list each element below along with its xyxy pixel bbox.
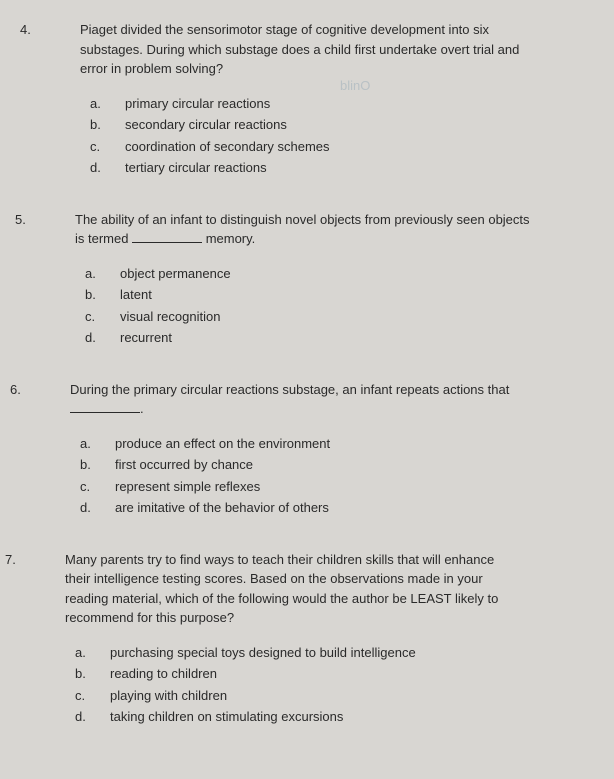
option-text: represent simple reflexes — [115, 477, 584, 497]
text-line: error in problem solving? — [80, 61, 223, 76]
text-line: recommend for this purpose? — [65, 610, 234, 625]
option-text: purchasing special toys designed to buil… — [110, 643, 584, 663]
option-text: recurrent — [120, 328, 584, 348]
option-letter: c. — [75, 686, 110, 706]
question-content: The ability of an infant to distinguish … — [55, 210, 584, 350]
option-letter: d. — [75, 707, 110, 727]
option-letter: a. — [75, 643, 110, 663]
option-text: coordination of secondary schemes — [125, 137, 584, 157]
options-list: a.purchasing special toys designed to bu… — [65, 643, 584, 727]
blank-line — [70, 412, 140, 413]
question-4: 4. Piaget divided the sensorimotor stage… — [10, 20, 584, 180]
question-number: 4. — [10, 20, 60, 180]
option-text: latent — [120, 285, 584, 305]
option-b: b.latent — [85, 285, 584, 305]
option-text: visual recognition — [120, 307, 584, 327]
option-letter: d. — [80, 498, 115, 518]
text-line: substages. During which substage does a … — [80, 42, 519, 57]
question-text: Piaget divided the sensorimotor stage of… — [80, 20, 584, 79]
option-d: d.recurrent — [85, 328, 584, 348]
option-c: c.coordination of secondary schemes — [90, 137, 584, 157]
text-line: their intelligence testing scores. Based… — [65, 571, 483, 586]
option-d: d.tertiary circular reactions — [90, 158, 584, 178]
option-text: reading to children — [110, 664, 584, 684]
option-letter: a. — [90, 94, 125, 114]
option-b: b.secondary circular reactions — [90, 115, 584, 135]
option-a: a.purchasing special toys designed to bu… — [75, 643, 584, 663]
question-content: Piaget divided the sensorimotor stage of… — [60, 20, 584, 180]
question-text: During the primary circular reactions su… — [70, 380, 584, 419]
options-list: a.produce an effect on the environment b… — [70, 434, 584, 518]
question-number: 6. — [0, 380, 50, 520]
options-list: a.primary circular reactions b.secondary… — [80, 94, 584, 178]
option-text: primary circular reactions — [125, 94, 584, 114]
question-content: During the primary circular reactions su… — [50, 380, 584, 520]
option-text: tertiary circular reactions — [125, 158, 584, 178]
question-7: 7. Many parents try to find ways to teac… — [0, 550, 584, 729]
option-letter: c. — [85, 307, 120, 327]
text-line: reading material, which of the following… — [65, 591, 498, 606]
question-number: 5. — [5, 210, 55, 350]
option-d: d.taking children on stimulating excursi… — [75, 707, 584, 727]
option-letter: b. — [85, 285, 120, 305]
option-letter: b. — [75, 664, 110, 684]
option-letter: a. — [80, 434, 115, 454]
option-a: a.produce an effect on the environment — [80, 434, 584, 454]
option-c: c.visual recognition — [85, 307, 584, 327]
option-text: produce an effect on the environment — [115, 434, 584, 454]
blank-line — [132, 242, 202, 243]
option-text: first occurred by chance — [115, 455, 584, 475]
option-c: c.represent simple reflexes — [80, 477, 584, 497]
option-text: playing with children — [110, 686, 584, 706]
question-6: 6. During the primary circular reactions… — [0, 380, 584, 520]
question-content: Many parents try to find ways to teach t… — [45, 550, 584, 729]
option-b: b.first occurred by chance — [80, 455, 584, 475]
question-5: 5. The ability of an infant to distingui… — [5, 210, 584, 350]
text-line: The ability of an infant to distinguish … — [75, 212, 530, 227]
option-b: b.reading to children — [75, 664, 584, 684]
option-letter: d. — [90, 158, 125, 178]
option-a: a.primary circular reactions — [90, 94, 584, 114]
option-letter: c. — [90, 137, 125, 157]
option-letter: d. — [85, 328, 120, 348]
text-line: During the primary circular reactions su… — [70, 382, 509, 397]
question-text: Many parents try to find ways to teach t… — [65, 550, 584, 628]
option-letter: a. — [85, 264, 120, 284]
option-letter: b. — [80, 455, 115, 475]
text-line: Piaget divided the sensorimotor stage of… — [80, 22, 489, 37]
option-text: object permanence — [120, 264, 584, 284]
option-text: are imitative of the behavior of others — [115, 498, 584, 518]
document-page: 4. Piaget divided the sensorimotor stage… — [0, 0, 614, 779]
question-number: 7. — [0, 550, 45, 729]
text-line: is termed memory. — [75, 231, 255, 246]
option-text: secondary circular reactions — [125, 115, 584, 135]
option-text: taking children on stimulating excursion… — [110, 707, 584, 727]
option-c: c.playing with children — [75, 686, 584, 706]
option-letter: c. — [80, 477, 115, 497]
option-letter: b. — [90, 115, 125, 135]
option-a: a.object permanence — [85, 264, 584, 284]
text-line: Many parents try to find ways to teach t… — [65, 552, 494, 567]
options-list: a.object permanence b.latent c.visual re… — [75, 264, 584, 348]
question-text: The ability of an infant to distinguish … — [75, 210, 584, 249]
option-d: d.are imitative of the behavior of other… — [80, 498, 584, 518]
